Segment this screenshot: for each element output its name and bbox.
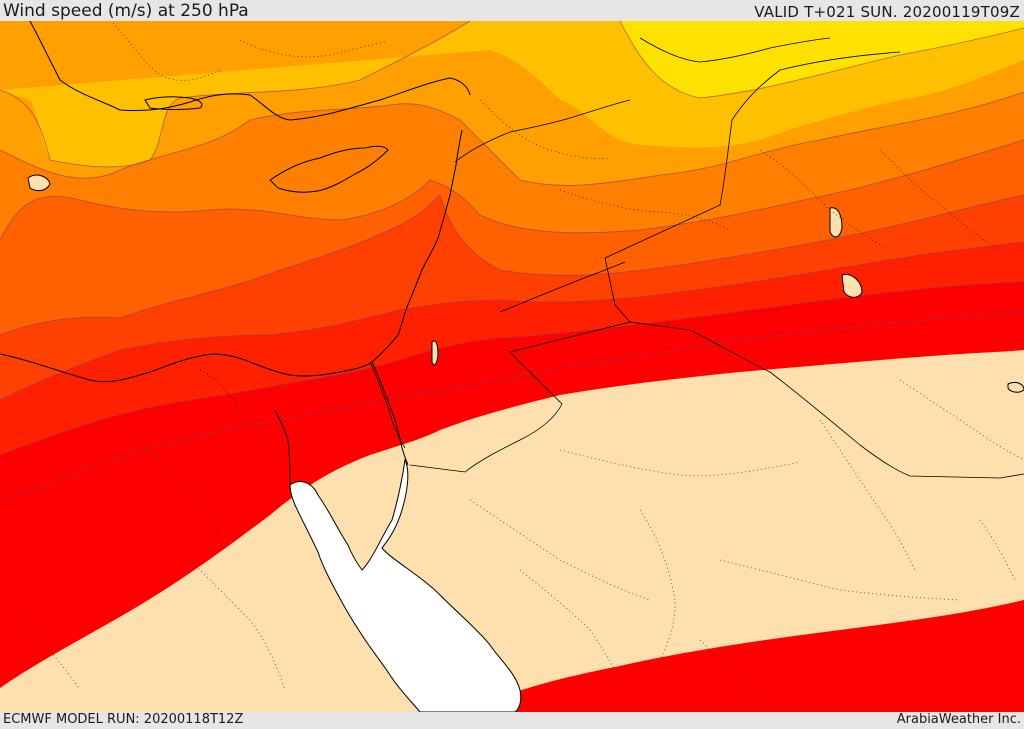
lake (841, 273, 863, 298)
contour-line (0, 241, 1024, 401)
border-line (499, 261, 626, 313)
contour-line (0, 91, 1024, 186)
southern-jet-band (470, 600, 1024, 712)
model-run-label: ECMWF MODEL RUN: 20200118T12Z (3, 712, 244, 727)
lake (829, 207, 843, 238)
dead-sea (431, 340, 439, 366)
border-line (454, 99, 631, 163)
border-line (369, 361, 406, 449)
low-wind-region (0, 350, 1024, 712)
footer-bar: ECMWF MODEL RUN: 20200118T12Z ArabiaWeat… (0, 712, 1024, 729)
contour-line (0, 21, 471, 168)
credit-label: ArabiaWeather Inc. (896, 712, 1021, 727)
suez-coast (274, 409, 291, 486)
border-line (409, 51, 901, 473)
province-boundaries (19, 21, 1024, 701)
border-line (639, 37, 831, 63)
contour-line (0, 281, 1024, 456)
red-sea (289, 458, 522, 712)
contour-line (0, 194, 1024, 336)
contour-line (0, 139, 1024, 241)
border-line (629, 321, 1024, 479)
map-title: Wind speed (m/s) at 250 hPa (3, 1, 249, 21)
header-bar: Wind speed (m/s) at 250 hPa VALID T+021 … (0, 0, 1024, 21)
cyprus (269, 145, 389, 193)
lake (27, 174, 51, 192)
coastline (29, 21, 471, 121)
sinai-coast (371, 361, 409, 466)
valid-time: VALID T+021 SUN. 20200119T09Z (754, 3, 1020, 21)
crete (144, 96, 203, 110)
contour-line (619, 21, 1024, 99)
contour-line (0, 311, 1024, 501)
wind-speed-map (0, 21, 1024, 712)
